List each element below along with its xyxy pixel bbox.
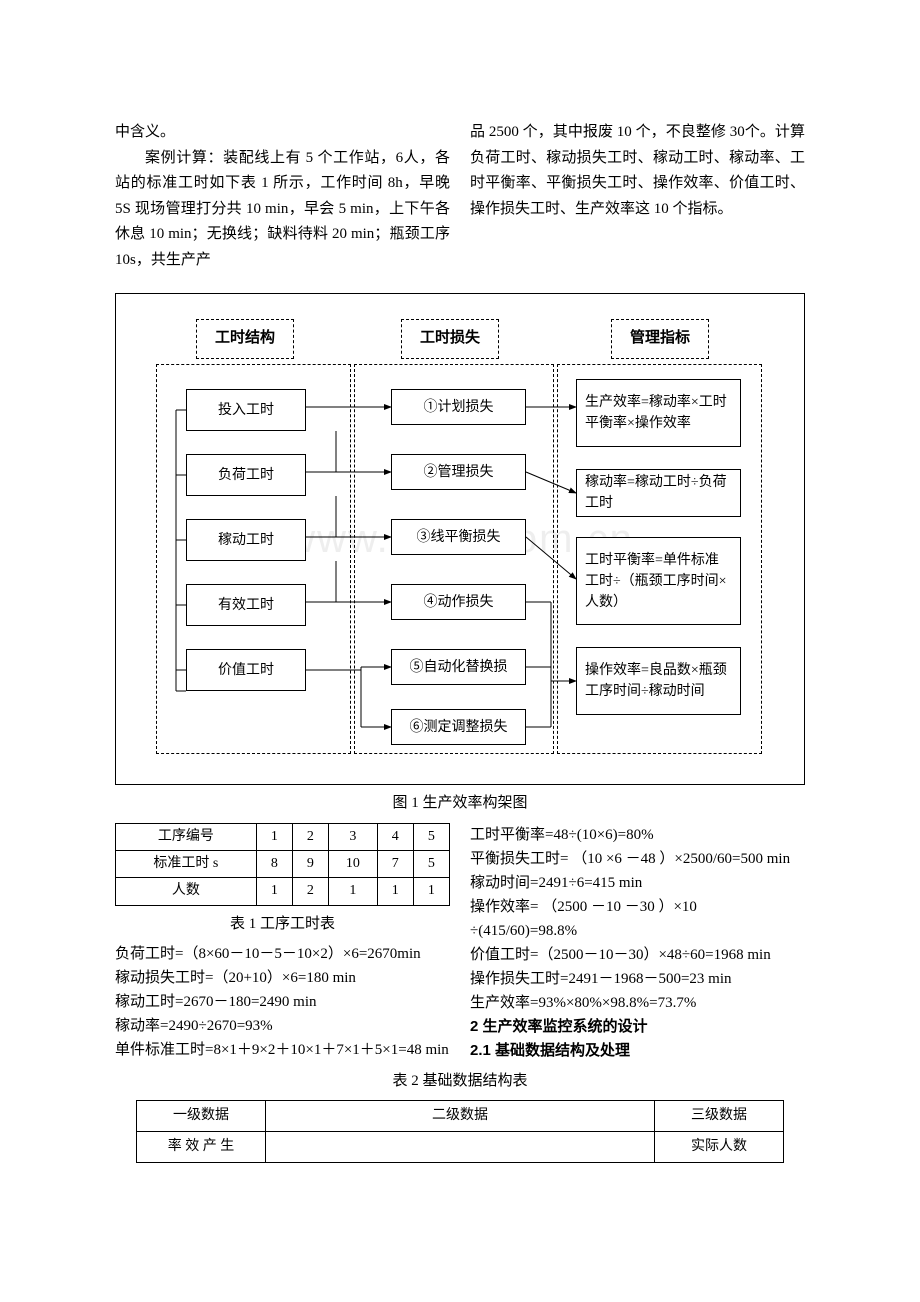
diagram: www.zixin.com.cn 工时结构 工时损失 管理指标 投入工时 负荷工… xyxy=(136,319,784,759)
calc-r-4: 操作效率= （2500 －10 －30 ）×10 ÷(415/60)=98.8% xyxy=(470,895,805,943)
section-2-1-heading: 2.1 基础数据结构及处理 xyxy=(470,1039,805,1063)
proc-header-row: 工序编号 1 2 3 4 5 xyxy=(116,823,450,850)
metric-1: 生产效率=稼动率×工时平衡率×操作效率 xyxy=(576,379,741,447)
intro-right-line1: 品 2500 个，其中报废 10 个，不良整修 30个。计算负荷工时、稼动损失工… xyxy=(470,120,805,222)
calc-columns: 工序编号 1 2 3 4 5 标准工时 s 8 9 10 7 5 人数 1 2 … xyxy=(115,823,805,1063)
proc-h5: 5 xyxy=(413,823,449,850)
proc-h0: 工序编号 xyxy=(116,823,257,850)
calc-l-5: 单件标准工时=8×1＋9×2＋10×1＋7×1＋5×1=48 min xyxy=(115,1038,450,1062)
intro-left: 中含义。 案例计算：装配线上有 5 个工作站，6人，各站的标准工时如下表 1 所… xyxy=(115,120,450,273)
diagram-container: www.zixin.com.cn 工时结构 工时损失 管理指标 投入工时 负荷工… xyxy=(115,293,805,785)
calc-r-2: 平衡损失工时= （10 ×6 －48 ）×2500/60=500 min xyxy=(470,847,805,871)
proc-h1: 1 xyxy=(256,823,292,850)
metric-2: 稼动率=稼动工时÷负荷工时 xyxy=(576,469,741,517)
calc-l-3: 稼动工时=2670－180=2490 min xyxy=(115,990,450,1014)
proc-table-caption: 表 1 工序工时表 xyxy=(115,912,450,936)
diagram-caption: 图 1 生产效率构架图 xyxy=(115,791,805,817)
calc-right: 工时平衡率=48÷(10×6)=80% 平衡损失工时= （10 ×6 －48 ）… xyxy=(470,823,805,1063)
node-effect: 有效工时 xyxy=(186,584,306,626)
intro-columns: 中含义。 案例计算：装配线上有 5 个工作站，6人，各站的标准工时如下表 1 所… xyxy=(115,120,805,273)
calc-l-2: 稼动损失工时=（20+10）×6=180 min xyxy=(115,966,450,990)
calc-r-5: 价值工时=（2500－10－30）×48÷60=1968 min xyxy=(470,943,805,967)
intro-right: 品 2500 个，其中报废 10 个，不良整修 30个。计算负荷工时、稼动损失工… xyxy=(470,120,805,273)
proc-h2: 2 xyxy=(292,823,328,850)
loss-4: ④动作损失 xyxy=(391,584,526,620)
loss-3: ③线平衡损失 xyxy=(391,519,526,555)
metric-3: 工时平衡率=单件标准工时÷（瓶颈工序时间×人数） xyxy=(576,537,741,625)
loss-6: ⑥测定调整损失 xyxy=(391,709,526,745)
t2-c-2 xyxy=(266,1131,655,1162)
t2-c-3: 实际人数 xyxy=(654,1131,784,1162)
header-loss: 工时损失 xyxy=(401,319,499,359)
intro-left-line1: 中含义。 xyxy=(115,120,450,146)
calc-r-3: 稼动时间=2491÷6=415 min xyxy=(470,871,805,895)
section-2-heading: 2 生产效率监控系统的设计 xyxy=(470,1015,805,1039)
node-load: 负荷工时 xyxy=(186,454,306,496)
process-table: 工序编号 1 2 3 4 5 标准工时 s 8 9 10 7 5 人数 1 2 … xyxy=(115,823,450,906)
intro-left-line2: 案例计算：装配线上有 5 个工作站，6人，各站的标准工时如下表 1 所示，工作时… xyxy=(115,146,450,274)
metric-4: 操作效率=良品数×瓶颈工序时间÷稼动时间 xyxy=(576,647,741,715)
t2-c-1: 率 效 产 生 xyxy=(136,1131,266,1162)
table2-caption: 表 2 基础数据结构表 xyxy=(115,1069,805,1095)
loss-2: ②管理损失 xyxy=(391,454,526,490)
t2-row-1: 率 效 产 生 实际人数 xyxy=(136,1131,784,1162)
proc-row-time: 标准工时 s 8 9 10 7 5 xyxy=(116,850,450,877)
t2-header-row: 一级数据 二级数据 三级数据 xyxy=(136,1101,784,1132)
t2-h-3: 三级数据 xyxy=(654,1101,784,1132)
proc-h3: 3 xyxy=(328,823,377,850)
node-invest: 投入工时 xyxy=(186,389,306,431)
loss-1: ①计划损失 xyxy=(391,389,526,425)
calc-l-4: 稼动率=2490÷2670=93% xyxy=(115,1014,450,1038)
header-structure: 工时结构 xyxy=(196,319,294,359)
calc-l-1: 负荷工时=（8×60－10－5－10×2）×6=2670min xyxy=(115,942,450,966)
calc-r-1: 工时平衡率=48÷(10×6)=80% xyxy=(470,823,805,847)
header-metric: 管理指标 xyxy=(611,319,709,359)
node-value: 价值工时 xyxy=(186,649,306,691)
node-operate: 稼动工时 xyxy=(186,519,306,561)
calc-left: 工序编号 1 2 3 4 5 标准工时 s 8 9 10 7 5 人数 1 2 … xyxy=(115,823,450,1063)
calc-r-6: 操作损失工时=2491－1968－500=23 min xyxy=(470,967,805,991)
calc-r-7: 生产效率=93%×80%×98.8%=73.7% xyxy=(470,991,805,1015)
proc-h4: 4 xyxy=(377,823,413,850)
t2-h-2: 二级数据 xyxy=(266,1101,655,1132)
basic-data-table: 一级数据 二级数据 三级数据 率 效 产 生 实际人数 xyxy=(136,1100,785,1163)
proc-row-people: 人数 1 2 1 1 1 xyxy=(116,878,450,905)
loss-5: ⑤自动化替换损 xyxy=(391,649,526,685)
t2-h-1: 一级数据 xyxy=(136,1101,266,1132)
